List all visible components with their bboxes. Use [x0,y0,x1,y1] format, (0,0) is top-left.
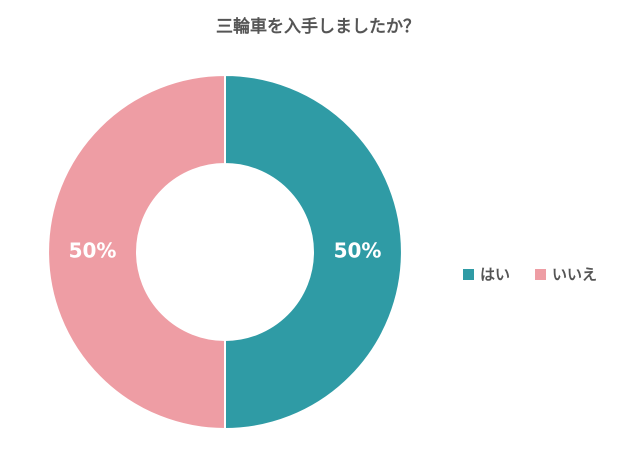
chart-title: 三輪車を入手しましたか？ [216,16,420,37]
legend-label: いいえ [552,266,597,284]
data-label: 50% [334,239,382,263]
slice [224,73,403,431]
legend-swatch [535,269,547,280]
legend-label: はい [480,266,510,284]
data-label: 50% [69,239,117,263]
slice [47,73,226,431]
legend-swatch [463,269,474,280]
